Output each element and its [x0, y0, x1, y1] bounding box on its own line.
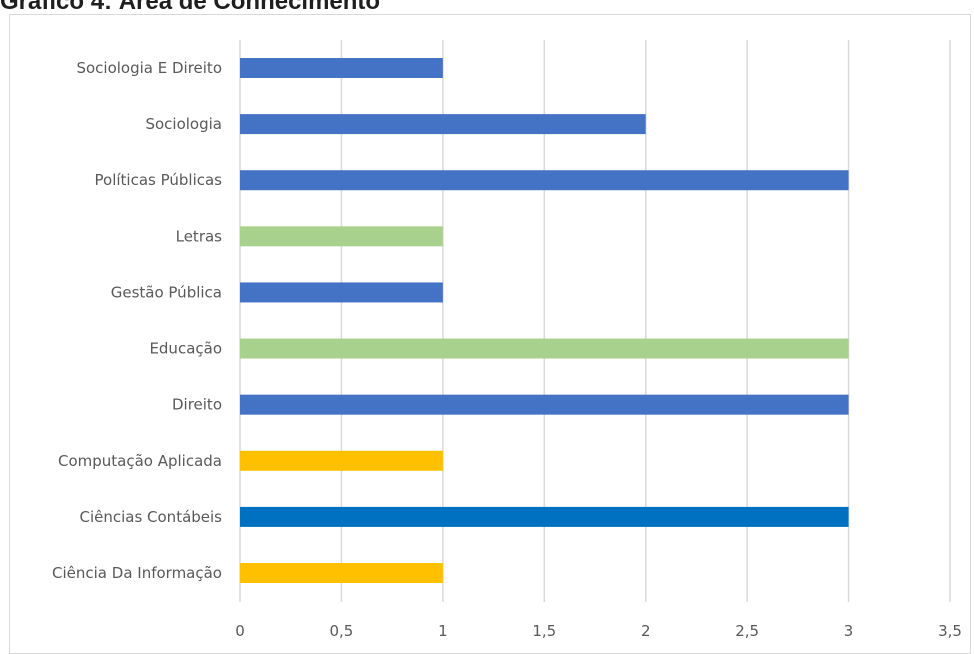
category-labels: Sociologia E Direito Sociologia Políticas …	[52, 59, 222, 582]
x-tick-label: 3,5	[938, 622, 962, 640]
category-label: Ciência Da Informação	[52, 564, 222, 582]
bar	[240, 282, 443, 303]
bar	[240, 394, 849, 415]
category-label: Sociologia E Direito	[76, 59, 222, 77]
category-label: Políticas Públicas	[95, 171, 223, 189]
bar	[240, 58, 443, 78]
x-tick-label: 2,5	[735, 622, 759, 640]
bar	[240, 506, 849, 527]
x-tick-label: 0	[235, 622, 245, 640]
bars	[240, 58, 849, 583]
category-label: Letras	[176, 227, 223, 245]
bar	[240, 226, 443, 247]
category-label: Computação Aplicada	[58, 452, 222, 470]
category-label: Ciências Contábeis	[79, 508, 222, 526]
x-tick-label: 1,5	[532, 622, 556, 640]
chart-area	[9, 14, 971, 654]
x-axis-ticks: 0 0,5 1 1,5 2 2,5 3 3,5	[235, 622, 962, 640]
bar	[240, 170, 849, 191]
x-tick-label: 2	[641, 622, 651, 640]
bar	[240, 563, 443, 583]
figure-title: Gráfico 4: Área de Conhecimento	[0, 0, 381, 15]
x-tick-label: 3	[844, 622, 854, 640]
x-tick-label: 1	[438, 622, 448, 640]
x-tick-label: 0,5	[329, 622, 353, 640]
category-label: Gestão Pública	[111, 283, 222, 301]
category-label: Educação	[149, 340, 222, 358]
category-label: Direito	[172, 396, 222, 414]
bar	[240, 338, 849, 359]
category-label: Sociologia	[145, 115, 222, 133]
bar	[240, 114, 646, 135]
bar	[240, 450, 443, 471]
